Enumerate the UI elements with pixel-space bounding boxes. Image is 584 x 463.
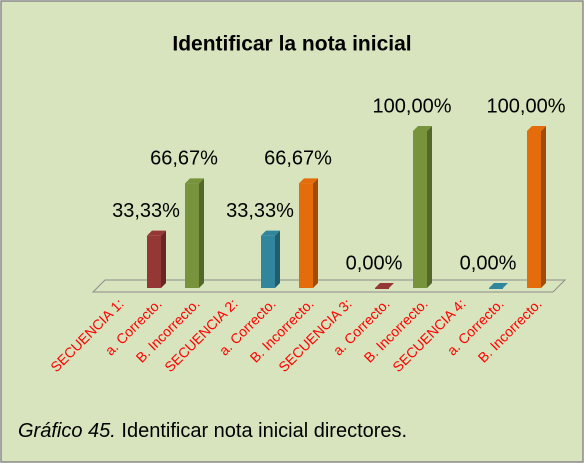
data-label: 100,00% [373, 95, 452, 117]
bar-top [261, 230, 280, 236]
bar-side [427, 126, 432, 288]
bar-side [161, 230, 166, 288]
bar-side [313, 178, 318, 288]
data-label: 0,00% [346, 252, 403, 274]
bar [185, 178, 204, 288]
bar [375, 283, 394, 289]
data-label: 33,33% [112, 200, 180, 222]
bar [489, 283, 508, 289]
bar [299, 178, 318, 288]
bar-front [299, 183, 313, 288]
bar-side [275, 230, 280, 288]
data-label: 66,67% [264, 148, 332, 170]
data-label: 100,00% [487, 95, 566, 117]
bar-top [147, 230, 166, 236]
bar [261, 230, 280, 288]
bar-top [413, 126, 432, 131]
bar-front [489, 288, 503, 289]
caption-label: Gráfico 45. [18, 420, 116, 442]
bar-front [413, 131, 427, 288]
bar [527, 126, 546, 288]
data-label: 66,67% [150, 148, 218, 170]
bar-front [261, 235, 275, 288]
bar [147, 230, 166, 288]
bar-top [299, 178, 318, 184]
bar-front [185, 183, 199, 288]
bar-top [375, 283, 394, 288]
bar-top [489, 283, 508, 288]
floor [91, 279, 567, 293]
chart-title: Identificar la nota inicial [172, 33, 411, 56]
bar [413, 126, 432, 288]
bar-top [185, 178, 204, 184]
bar-side [541, 126, 546, 288]
bar-front [375, 288, 389, 289]
caption: Gráfico 45. Identificar nota inicial dir… [18, 420, 407, 442]
bar-top [527, 126, 546, 131]
data-label: 0,00% [460, 252, 517, 274]
data-label: 33,33% [226, 200, 294, 222]
bar-front [147, 235, 161, 288]
caption-text: Identificar nota inicial directores. [121, 420, 407, 442]
bar-side [199, 178, 204, 288]
bar-front [527, 131, 541, 288]
